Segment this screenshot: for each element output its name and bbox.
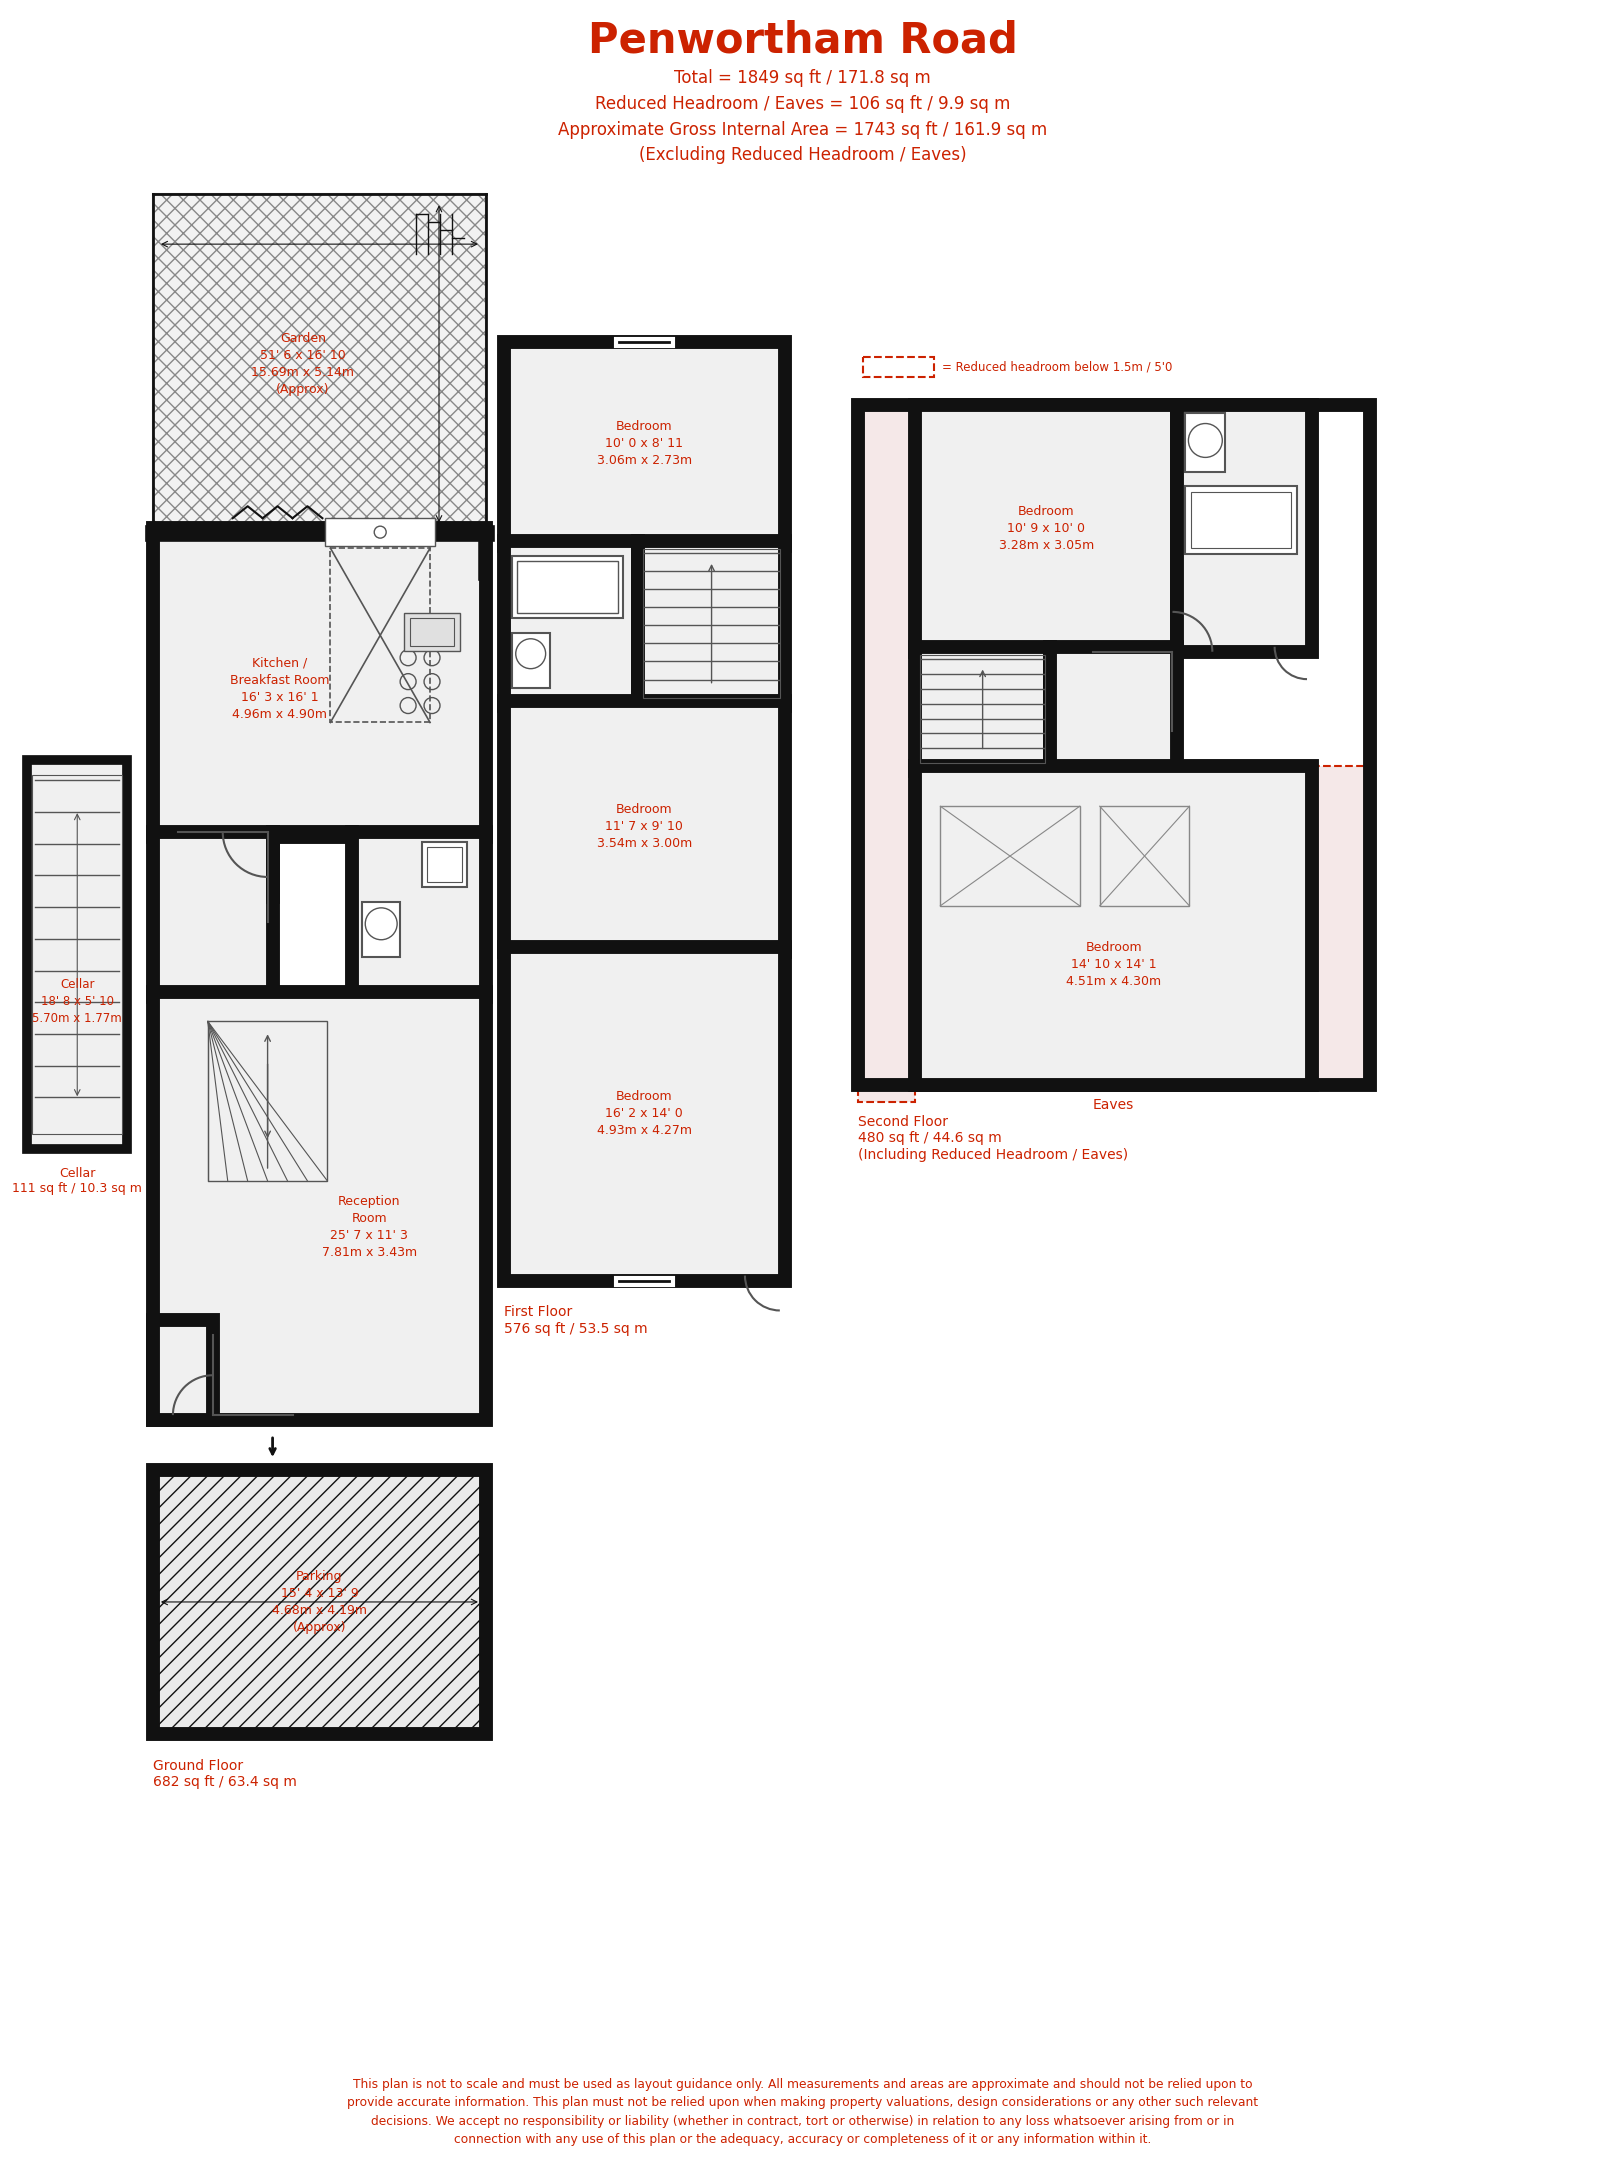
Text: Bedroom
11' 7 x 9' 10
3.54m x 3.00m: Bedroom 11' 7 x 9' 10 3.54m x 3.00m — [597, 803, 691, 850]
Bar — [325, 518, 435, 547]
Text: Parking
15' 4 x 13' 9
4.68m x 4.19m
(Approx): Parking 15' 4 x 13' 9 4.68m x 4.19m (App… — [272, 1570, 366, 1633]
Bar — [638, 540, 786, 705]
Text: Total = 1849 sq ft / 171.8 sq m: Total = 1849 sq ft / 171.8 sq m — [674, 69, 931, 87]
Bar — [915, 406, 1178, 651]
Bar — [208, 1022, 328, 1180]
Text: Eaves: Eaves — [1093, 1098, 1134, 1113]
Bar — [154, 195, 486, 534]
Text: Reception
Room
25' 7 x 11' 3
7.81m x 3.43m: Reception Room 25' 7 x 11' 3 7.81m x 3.4… — [322, 1195, 418, 1260]
Bar — [1186, 486, 1298, 553]
Bar — [1099, 807, 1189, 907]
Bar — [1186, 412, 1226, 473]
Text: Bedroom
14' 10 x 14' 1
4.51m x 4.30m: Bedroom 14' 10 x 14' 1 4.51m x 4.30m — [1066, 941, 1162, 987]
Bar — [915, 766, 1312, 1084]
Bar — [915, 646, 1050, 772]
Text: Bedroom
16' 2 x 14' 0
4.93m x 4.27m: Bedroom 16' 2 x 14' 0 4.93m x 4.27m — [597, 1091, 691, 1137]
Bar — [858, 406, 915, 1102]
Text: Approximate Gross Internal Area = 1743 sq ft / 161.9 sq m: Approximate Gross Internal Area = 1743 s… — [558, 121, 1048, 139]
Bar — [504, 540, 638, 705]
Bar — [512, 633, 550, 688]
Bar — [154, 833, 272, 996]
Bar — [154, 1471, 486, 1733]
Bar — [858, 406, 1370, 1084]
Bar — [410, 618, 454, 646]
Bar — [643, 549, 779, 698]
Bar — [405, 614, 459, 651]
Bar — [517, 562, 618, 614]
Bar — [154, 1321, 213, 1421]
Text: = Reduced headroom below 1.5m / 5'0: = Reduced headroom below 1.5m / 5'0 — [942, 360, 1173, 373]
Bar — [504, 343, 786, 547]
Bar — [941, 807, 1080, 907]
Bar — [1050, 646, 1178, 772]
Text: IN: IN — [266, 1462, 280, 1475]
Bar — [32, 774, 122, 1134]
Bar — [362, 902, 400, 957]
Bar — [27, 761, 126, 1150]
Text: Reduced Headroom / Eaves = 106 sq ft / 9.9 sq m: Reduced Headroom / Eaves = 106 sq ft / 9… — [595, 95, 1011, 113]
Text: Second Floor
480 sq ft / 44.6 sq m
(Including Reduced Headroom / Eaves): Second Floor 480 sq ft / 44.6 sq m (Incl… — [858, 1115, 1128, 1163]
Bar — [504, 701, 786, 952]
Text: Bedroom
10' 0 x 8' 11
3.06m x 2.73m: Bedroom 10' 0 x 8' 11 3.06m x 2.73m — [597, 421, 691, 469]
Bar — [422, 842, 467, 887]
Bar — [427, 848, 462, 883]
Bar — [1192, 492, 1291, 549]
Bar — [1178, 406, 1312, 651]
Text: Garden
51' 6 x 16' 10
15.69m x 5.14m
(Approx): Garden 51' 6 x 16' 10 15.69m x 5.14m (Ap… — [251, 332, 354, 395]
Bar — [352, 833, 486, 996]
Text: Bedroom
10' 9 x 10' 0
3.28m x 3.05m: Bedroom 10' 9 x 10' 0 3.28m x 3.05m — [998, 505, 1094, 551]
Bar — [512, 555, 624, 618]
Text: Ground Floor
682 sq ft / 63.4 sq m: Ground Floor 682 sq ft / 63.4 sq m — [154, 1759, 298, 1789]
Text: Cellar
18' 8 x 5' 10
5.70m x 1.77m: Cellar 18' 8 x 5' 10 5.70m x 1.77m — [32, 978, 122, 1024]
Text: Penwortham Road: Penwortham Road — [587, 20, 1018, 63]
Bar — [862, 356, 934, 377]
Text: First Floor
576 sq ft / 53.5 sq m: First Floor 576 sq ft / 53.5 sq m — [504, 1306, 648, 1336]
Bar — [920, 655, 1045, 763]
Bar — [154, 991, 486, 1421]
Text: Cellar
111 sq ft / 10.3 sq m: Cellar 111 sq ft / 10.3 sq m — [13, 1167, 142, 1195]
Bar — [330, 549, 430, 722]
Bar — [1312, 766, 1370, 1084]
Text: Kitchen /
Breakfast Room
16' 3 x 16' 1
4.96m x 4.90m: Kitchen / Breakfast Room 16' 3 x 16' 1 4… — [230, 657, 330, 720]
Text: (Excluding Reduced Headroom / Eaves): (Excluding Reduced Headroom / Eaves) — [638, 147, 966, 165]
Text: This plan is not to scale and must be used as layout guidance only. All measurem: This plan is not to scale and must be us… — [347, 2078, 1258, 2147]
Bar — [504, 946, 786, 1280]
Bar — [154, 529, 486, 837]
